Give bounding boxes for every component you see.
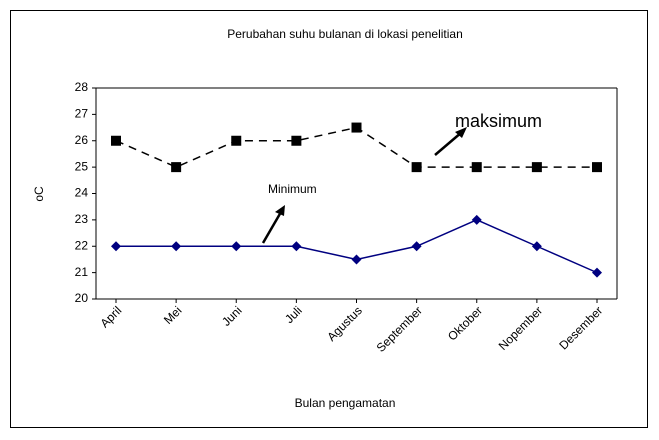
marker — [531, 162, 542, 173]
y-tick-label: 28 — [75, 80, 89, 94]
marker — [411, 241, 422, 252]
annotation-arrow — [261, 211, 283, 244]
marker — [231, 241, 242, 252]
marker — [231, 135, 242, 146]
annotation-arrow — [434, 131, 463, 156]
marker — [411, 162, 422, 173]
arrow-head — [275, 205, 285, 216]
y-tick-label: 26 — [75, 133, 89, 147]
marker — [592, 162, 602, 173]
marker — [531, 241, 542, 252]
y-tick-label: 20 — [75, 291, 89, 305]
marker — [351, 254, 362, 265]
marker — [111, 241, 121, 252]
y-tick-label: 25 — [75, 159, 89, 173]
marker — [351, 122, 362, 133]
marker — [171, 241, 182, 252]
y-tick-label: 27 — [75, 107, 89, 121]
marker — [471, 162, 482, 173]
marker — [471, 214, 482, 225]
marker — [291, 241, 302, 252]
marker — [171, 162, 182, 173]
x-axis-label: Bulan pengamatan — [295, 396, 396, 410]
annotation: Minimum — [268, 182, 317, 196]
y-tick-label: 21 — [75, 265, 89, 279]
marker — [291, 135, 302, 146]
y-tick-label: 23 — [75, 212, 89, 226]
y-tick-label: 22 — [75, 238, 89, 252]
chart-title: Perubahan suhu bulanan di lokasi penelit… — [227, 27, 463, 41]
marker — [592, 267, 602, 278]
arrow-head — [455, 127, 467, 138]
chart-frame — [10, 10, 648, 428]
annotation: maksimum — [455, 111, 542, 131]
y-axis-label: oC — [32, 186, 46, 202]
marker — [111, 135, 121, 146]
y-tick-label: 24 — [75, 186, 89, 200]
